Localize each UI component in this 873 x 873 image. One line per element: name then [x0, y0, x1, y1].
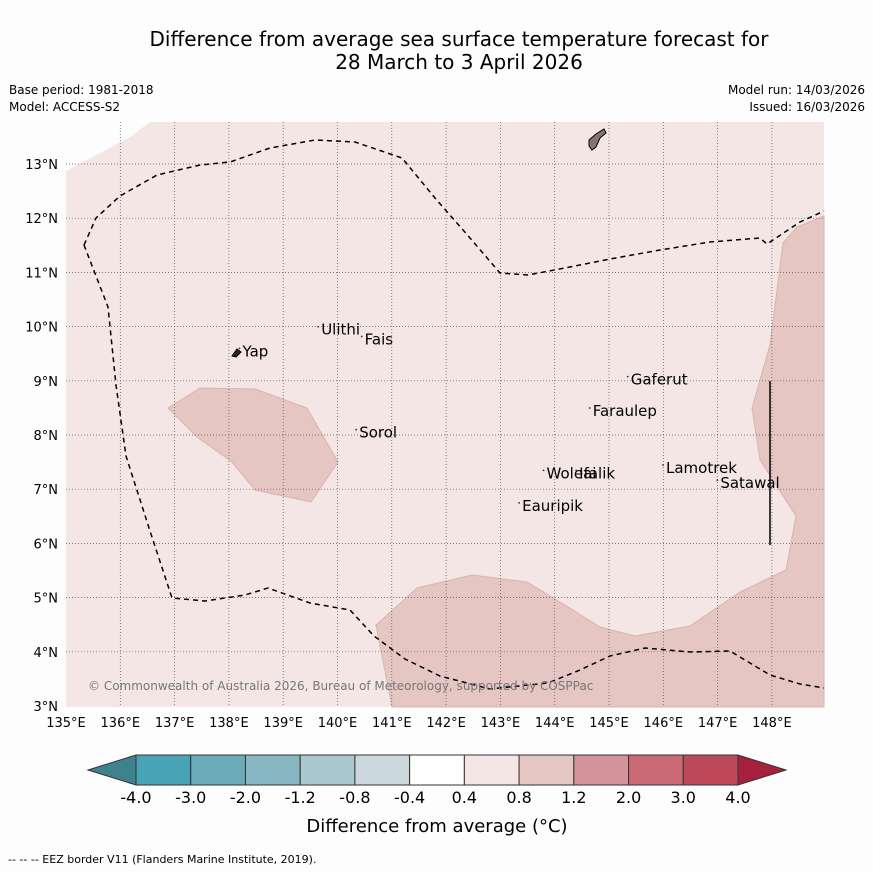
colorbar-tick-label: 0.8 — [506, 788, 531, 807]
place-marker — [575, 469, 578, 472]
colorbar-segment — [463, 754, 520, 786]
colorbar-segment — [573, 754, 630, 786]
colorbar-extend-low — [86, 754, 137, 786]
colorbar-tick-label: -3.0 — [175, 788, 206, 807]
colorbar-tick-label: 0.4 — [452, 788, 477, 807]
place-label-ifalik[interactable]: Ifalik — [579, 464, 615, 482]
meta-right: Model run: 14/03/2026 Issued: 16/03/2026 — [728, 82, 865, 116]
lat-tick-label: 5°N — [34, 592, 59, 607]
colorbar-tick-label: -1.2 — [285, 788, 316, 807]
place-marker — [317, 325, 320, 328]
place-label-lamotrek[interactable]: Lamotrek — [666, 459, 737, 477]
lon-tick-label: 140°E — [318, 716, 358, 731]
eez-border-south — [83, 244, 825, 690]
yap-landmass — [231, 348, 242, 358]
colorbar-tick-label: 2.0 — [616, 788, 641, 807]
lon-tick-label: 138°E — [209, 716, 249, 731]
lat-tick-label: 7°N — [34, 483, 59, 498]
cooler-corner-area — [66, 122, 150, 171]
lon-tick-label: 135°E — [46, 716, 86, 731]
footer-note: -- -- -- EEZ border V11 (Flanders Marine… — [8, 853, 317, 866]
chart-title: Difference from average sea surface temp… — [0, 28, 873, 74]
lon-tick-label: 144°E — [535, 716, 575, 731]
title-line-2: 28 March to 3 April 2026 — [335, 50, 583, 74]
place-labels: Yap Ulithi Fais Gaferut Faraulep Sorol Lamotre… — [238, 321, 780, 515]
lon-tick-label: 147°E — [698, 716, 738, 731]
colorbar-segment — [682, 754, 739, 786]
lat-tick-label: 12°N — [25, 212, 58, 227]
colorbar-tick-label: -0.8 — [339, 788, 370, 807]
lat-tick-label: 4°N — [34, 646, 59, 661]
map-axes: 135°E 136°E 137°E 138°E 139°E 140°E 141°E 142°E… — [25, 158, 791, 731]
colorbar-segment — [190, 754, 246, 786]
lat-tick-label: 10°N — [25, 321, 58, 336]
lat-tick-label: 11°N — [25, 266, 58, 281]
place-marker — [716, 479, 719, 482]
place-label-faraulep[interactable]: Faraulep — [593, 402, 657, 420]
lat-tick-label: 13°N — [25, 158, 58, 173]
colorbar-tick-label: 1.2 — [561, 788, 586, 807]
colorbar-segment — [409, 754, 465, 786]
meta-left: Base period: 1981-2018 Model: ACCESS-S2 — [9, 82, 154, 116]
place-marker — [238, 347, 241, 350]
lon-tick-label: 141°E — [372, 716, 412, 731]
colorbar-segment — [354, 754, 411, 786]
lat-tick-label: 3°N — [34, 700, 59, 715]
colorbar-segment — [518, 754, 575, 786]
lat-tick-label: 8°N — [34, 429, 59, 444]
colorbar-tick-label: -4.0 — [120, 788, 151, 807]
colorbar-tick-label: 4.0 — [725, 788, 750, 807]
place-label-gaferut[interactable]: Gaferut — [631, 371, 688, 389]
lon-tick-label: 136°E — [101, 716, 141, 731]
colorbar-tick-label: 3.0 — [671, 788, 696, 807]
place-marker — [662, 464, 664, 466]
colorbar-label: Difference from average (°C) — [306, 816, 567, 837]
colorbar: -4.0 -3.0 -2.0 -1.2 -0.8 -0.4 0.4 0.8 1.2 2.0 3.0 4… — [86, 754, 788, 807]
copyright-note: © Commonwealth of Australia 2026, Bureau… — [88, 679, 593, 693]
lon-tick-label: 148°E — [752, 716, 792, 731]
eez-border-north — [83, 139, 825, 276]
place-label-fais[interactable]: Fais — [365, 330, 394, 348]
base-period: Base period: 1981-2018 — [9, 83, 154, 97]
anomaly-patch-west — [167, 387, 339, 503]
colorbar-segment — [299, 754, 356, 786]
model-run: Model run: 14/03/2026 — [727, 83, 865, 97]
colorbar-segment — [135, 754, 192, 786]
place-marker — [626, 375, 629, 378]
anomaly-patch-southeast — [375, 215, 825, 708]
place-label-satawal[interactable]: Satawal — [720, 474, 779, 492]
place-marker — [518, 501, 521, 504]
place-marker — [588, 407, 591, 409]
place-marker — [355, 428, 358, 431]
colorbar-tick-label: -0.4 — [394, 788, 425, 807]
colorbar-tick-label: -2.0 — [230, 788, 261, 807]
guam-landmass — [588, 128, 607, 151]
place-label-yap[interactable]: Yap — [241, 342, 268, 360]
lat-tick-label: 6°N — [34, 537, 59, 552]
model-name: Model: ACCESS-S2 — [9, 100, 121, 114]
place-label-ulithi[interactable]: Ulithi — [321, 321, 360, 339]
place-marker — [360, 335, 363, 338]
issued-date: Issued: 16/03/2026 — [749, 100, 865, 114]
place-marker — [542, 469, 545, 472]
place-label-sorol[interactable]: Sorol — [359, 424, 397, 442]
lon-tick-label: 146°E — [644, 716, 684, 731]
lat-tick-label: 9°N — [34, 375, 59, 390]
lon-tick-label: 145°E — [589, 716, 629, 731]
colorbar-segment — [628, 754, 684, 786]
lon-tick-label: 143°E — [481, 716, 521, 731]
map-gridlines — [66, 122, 824, 707]
lon-tick-label: 142°E — [426, 716, 466, 731]
lon-tick-label: 139°E — [263, 716, 303, 731]
place-label-woleai[interactable]: Woleai — [547, 464, 597, 482]
lon-tick-label: 137°E — [155, 716, 195, 731]
colorbar-extend-high — [737, 754, 788, 786]
colorbar-segment — [244, 754, 301, 786]
place-label-eauripik[interactable]: Eauripik — [522, 497, 583, 515]
title-line-1: Difference from average sea surface temp… — [149, 27, 769, 51]
